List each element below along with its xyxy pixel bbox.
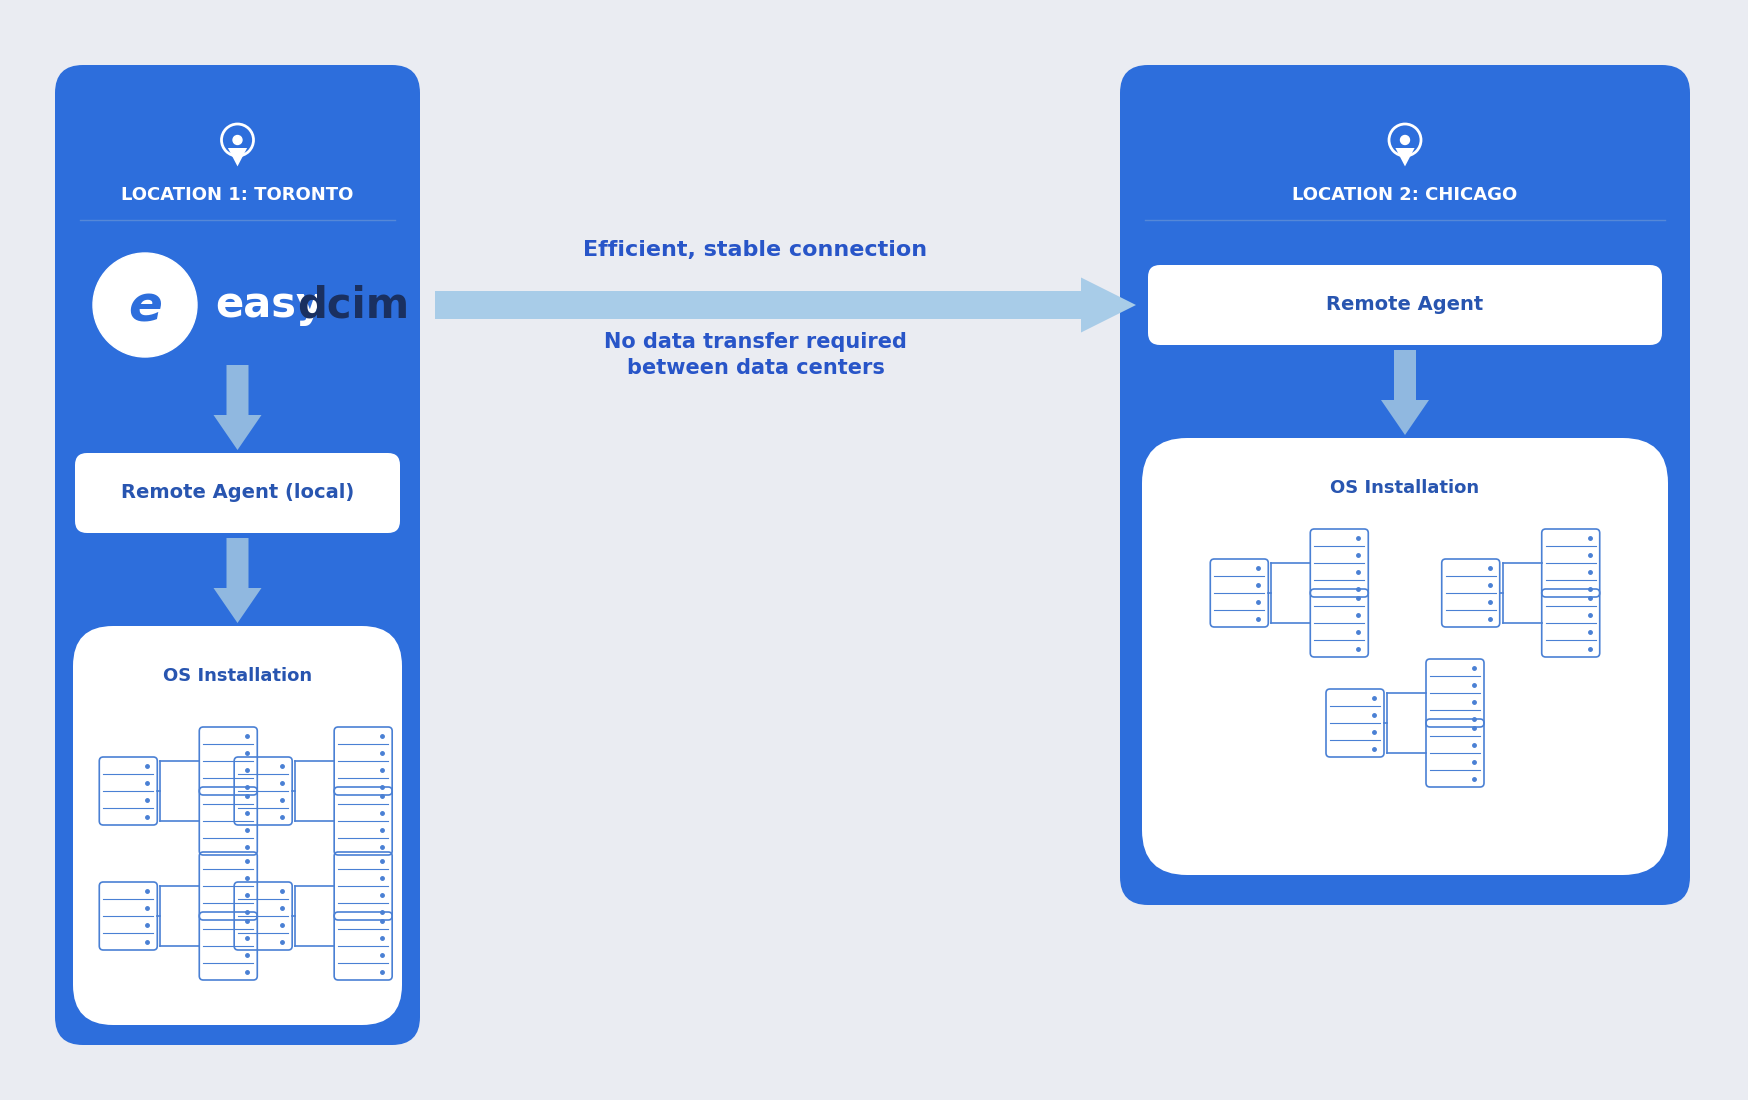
Text: OS Installation: OS Installation: [1330, 478, 1479, 497]
Text: LOCATION 1: TORONTO: LOCATION 1: TORONTO: [121, 186, 353, 204]
Text: No data transfer required
between data centers: No data transfer required between data c…: [605, 332, 907, 378]
Text: Efficient, stable connection: Efficient, stable connection: [584, 240, 928, 260]
Text: easy: easy: [215, 284, 323, 326]
Polygon shape: [1395, 148, 1414, 166]
FancyBboxPatch shape: [1148, 265, 1662, 345]
Text: Remote Agent (local): Remote Agent (local): [121, 484, 355, 503]
Text: LOCATION 2: CHICAGO: LOCATION 2: CHICAGO: [1292, 186, 1517, 204]
Circle shape: [232, 135, 241, 144]
Text: OS Installation: OS Installation: [163, 667, 313, 685]
Polygon shape: [227, 148, 246, 166]
Text: e: e: [128, 284, 163, 332]
FancyBboxPatch shape: [1120, 65, 1690, 905]
Polygon shape: [1381, 350, 1430, 434]
Polygon shape: [213, 365, 262, 450]
Polygon shape: [435, 277, 1136, 332]
FancyBboxPatch shape: [1141, 438, 1668, 874]
Circle shape: [93, 253, 198, 358]
Text: dcim: dcim: [297, 284, 409, 326]
Polygon shape: [213, 538, 262, 623]
FancyBboxPatch shape: [75, 453, 400, 534]
FancyBboxPatch shape: [73, 626, 402, 1025]
Text: Remote Agent: Remote Agent: [1327, 296, 1484, 315]
Circle shape: [1400, 135, 1409, 144]
FancyBboxPatch shape: [54, 65, 420, 1045]
